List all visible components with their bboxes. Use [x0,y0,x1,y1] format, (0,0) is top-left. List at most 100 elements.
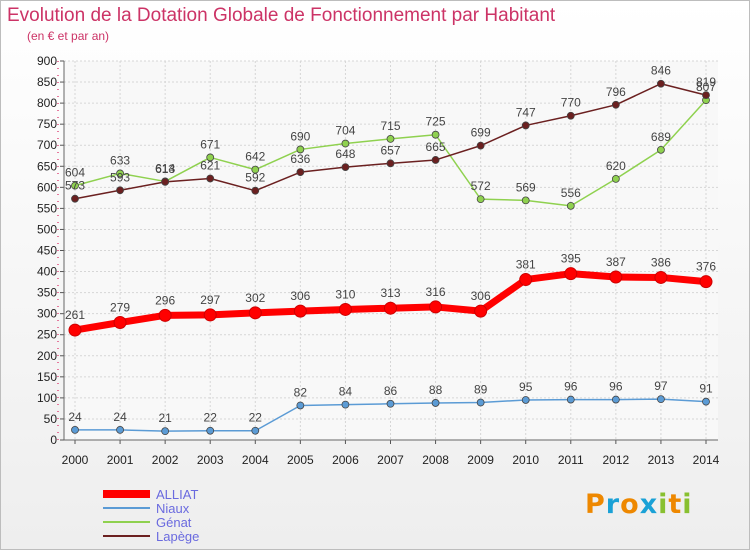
axes [57,60,718,444]
data-label: 665 [426,140,446,154]
data-point [296,168,305,177]
data-point [476,398,485,407]
data-point [474,304,488,318]
data-point [521,196,530,205]
data-label: 279 [110,301,130,315]
y-tick-label: 850 [37,75,57,89]
data-label: 556 [561,186,581,200]
data-point [341,139,350,148]
data-point [293,304,307,318]
y-tick-label: 300 [37,307,57,321]
x-tick-label: 2011 [558,453,584,467]
data-point [386,135,395,143]
y-tick-label: 100 [37,391,57,405]
data-point [611,395,620,404]
data-point [564,267,578,281]
x-tick-label: 2007 [377,453,404,467]
y-tick-label: 200 [37,349,57,363]
grid-lines [64,60,718,441]
x-tick-label: 2002 [152,453,179,467]
data-label: 725 [426,115,446,129]
data-label: 715 [380,119,400,133]
data-point [476,141,485,150]
data-label: 621 [200,158,220,172]
data-point [521,121,530,130]
data-point [296,401,305,410]
data-point [248,306,262,320]
x-tick-labels: 2000 2001 2002 2003 2004 2005 2006 2007 2008 2009… [62,453,720,467]
logo-letter: t [668,489,683,520]
x-tick-label: 2001 [107,453,134,467]
data-point [68,323,82,337]
y-tick-label: 650 [37,159,57,173]
data-label: 620 [606,159,626,173]
data-point [206,153,215,162]
data-label: 84 [339,385,353,399]
data-label: 88 [429,383,443,397]
data-point [386,399,395,408]
chart-title: Evolution de la Dotation Globale de Fonc… [7,5,556,26]
data-point [161,177,170,186]
y-tick-label: 250 [37,328,57,342]
data-point [341,400,350,409]
data-point [296,145,305,154]
logo-letter: r [605,489,621,520]
data-label: 24 [68,410,82,424]
data-label: 316 [426,285,446,299]
data-point [206,174,215,183]
series-2: 604 633 614 671 642 690 704 715 725 572 569 556 620 6… [65,80,716,210]
data-point [116,169,124,178]
data-point [702,397,710,406]
series-3: 573 593 613 621 592 636 648 657 665 699 747 770 796 8… [65,64,716,203]
data-label: 614 [155,161,175,175]
data-label: 796 [606,85,626,99]
data-point [611,100,620,109]
data-label: 613 [155,162,175,176]
data-point [657,79,665,88]
data-label: 699 [471,126,491,140]
data-point [566,201,575,210]
data-point [116,425,124,434]
data-label: 21 [158,411,172,425]
data-point [654,270,668,284]
data-label: 306 [290,289,310,303]
data-label: 689 [651,130,671,144]
y-tick-labels: 0 50 100 150 200 250 300 350 400 450 500 550 600 650 7… [37,54,57,447]
legend-label: Niaux [156,501,190,516]
data-label: 569 [516,180,536,194]
data-label: 819 [696,75,716,89]
data-label: 22 [204,411,218,425]
data-point [429,300,443,314]
data-label: 807 [696,80,716,94]
data-point [158,308,172,322]
data-label: 89 [474,383,488,397]
y-tick-label: 50 [44,412,58,426]
y-tick-label: 750 [37,117,57,131]
data-label: 310 [335,287,355,301]
y-tick-label: 900 [37,54,57,68]
data-label: 24 [113,410,127,424]
data-point [566,395,575,404]
data-point [113,316,127,330]
legend-label: ALLIAT [156,487,198,502]
data-label: 302 [245,291,265,305]
data-label: 770 [561,96,581,110]
data-label: 97 [654,379,668,393]
data-label: 313 [380,286,400,300]
data-label: 690 [290,129,310,143]
data-point [609,270,623,284]
data-point [431,156,440,164]
logo-letter: i [682,489,693,520]
x-tick-label: 2013 [648,453,675,467]
data-point [702,91,710,100]
data-label: 636 [290,152,310,166]
data-label: 395 [561,252,581,266]
data-label: 381 [516,258,536,272]
x-tick-label: 2009 [467,453,494,467]
data-label: 671 [200,137,220,151]
x-tick-label: 2005 [287,453,314,467]
data-label: 22 [249,411,263,425]
x-tick-label: 2008 [422,453,449,467]
